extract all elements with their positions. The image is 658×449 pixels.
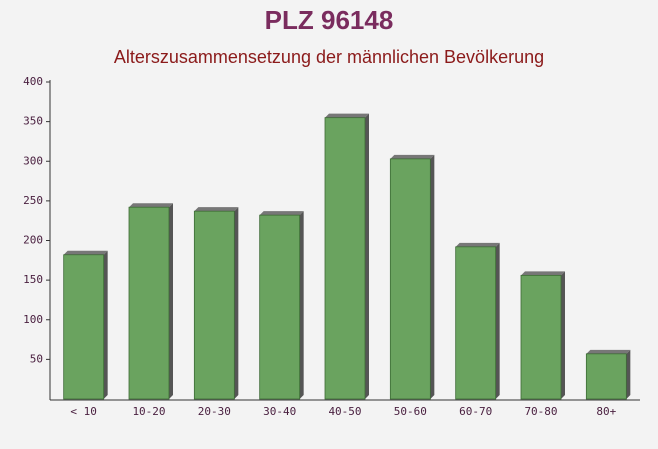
y-tick-label: 200 <box>23 234 43 247</box>
bar-shadow <box>63 250 108 255</box>
bar-shadow <box>129 203 173 208</box>
y-tick-label: 300 <box>23 154 43 167</box>
bar-shadow <box>455 242 500 247</box>
bar-shadow <box>586 349 631 354</box>
bar-shadow <box>103 250 108 399</box>
chart-subtitle: Alterszusammensetzung der männlichen Bev… <box>114 47 544 67</box>
bar-shadow <box>325 113 369 118</box>
bar-shadow <box>234 207 239 399</box>
y-tick-label: 400 <box>23 75 43 88</box>
bar <box>63 254 105 400</box>
x-tick-label: 80+ <box>596 405 616 418</box>
x-tick-label: 50-60 <box>394 405 427 418</box>
chart-title: PLZ 96148 <box>265 5 394 35</box>
bar <box>520 274 562 400</box>
x-tick-label: 30-40 <box>263 405 296 418</box>
x-tick-label: < 10 <box>70 405 97 418</box>
bar-shadow <box>430 154 435 399</box>
y-tick-label: 50 <box>30 352 43 365</box>
bar-shadow <box>495 242 500 399</box>
bar-shadow <box>626 349 631 399</box>
bar <box>324 117 366 400</box>
bar-shadow <box>390 154 435 159</box>
bar <box>455 246 497 400</box>
bar-shadow <box>365 113 369 399</box>
x-tick-label: 40-50 <box>328 405 361 418</box>
bar <box>259 214 301 400</box>
y-tick-label: 100 <box>23 313 43 326</box>
x-tick-label: 10-20 <box>132 405 165 418</box>
bar <box>128 206 170 400</box>
bar-shadow <box>169 203 173 399</box>
bar <box>389 158 431 400</box>
bar-shadow <box>561 271 565 399</box>
bar-shadow <box>194 207 239 212</box>
y-tick-label: 350 <box>23 115 43 128</box>
bar <box>585 353 627 400</box>
y-tick-label: 150 <box>23 273 43 286</box>
bar-shadow <box>521 271 565 276</box>
x-tick-label: 20-30 <box>198 405 231 418</box>
y-tick-label: 250 <box>23 194 43 207</box>
bar-shadow <box>259 211 304 216</box>
bar <box>193 210 235 400</box>
bar-shadow <box>299 211 304 399</box>
x-tick-label: 60-70 <box>459 405 492 418</box>
x-tick-label: 70-80 <box>524 405 557 418</box>
